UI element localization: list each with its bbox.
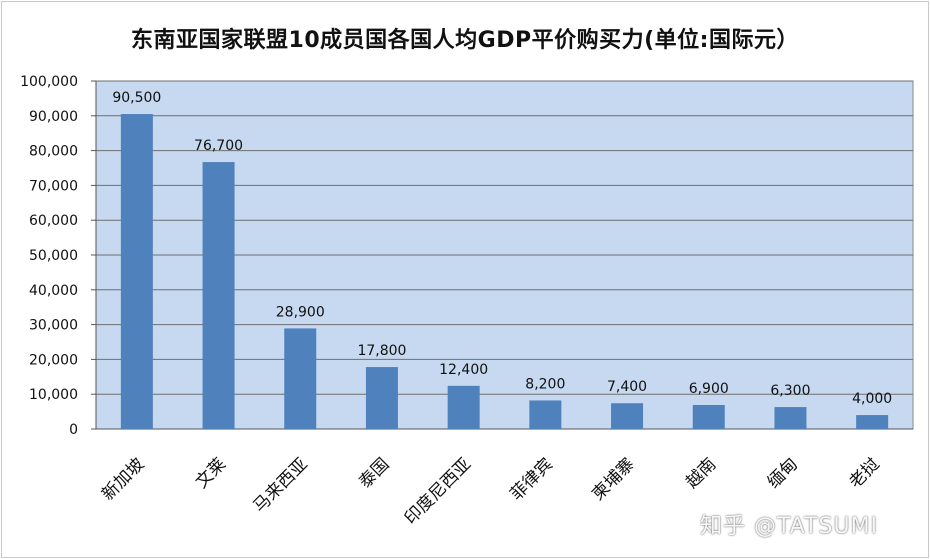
data-label: 8,200: [525, 376, 565, 392]
data-label: 76,700: [194, 138, 243, 154]
bar-2: [202, 162, 235, 430]
category-label: 泰国: [355, 454, 393, 492]
bar-8: [692, 404, 725, 429]
bar-10: [856, 415, 889, 429]
category-label: 马来西亚: [250, 454, 312, 516]
bar-3: [284, 328, 317, 429]
y-tick-label: 10,000: [29, 387, 78, 403]
bar-5: [447, 385, 480, 429]
category-label: 老挝: [846, 454, 884, 492]
watermark-text: 知乎 @TATSUMI: [700, 514, 879, 539]
bar-4: [365, 367, 398, 429]
y-tick-label: 100,000: [20, 74, 78, 90]
data-label: 6,300: [770, 383, 810, 399]
bar-1: [120, 114, 153, 429]
category-label: 菲律宾: [507, 454, 557, 504]
bar-6: [529, 400, 562, 429]
y-tick-label: 60,000: [29, 213, 78, 229]
category-label: 缅甸: [764, 454, 802, 492]
y-tick-label: 50,000: [29, 248, 78, 264]
bar-7: [611, 403, 644, 429]
category-label: 文莱: [192, 454, 230, 492]
data-label: 28,900: [276, 304, 325, 320]
data-label: 90,500: [112, 90, 161, 106]
data-label: 6,900: [689, 381, 729, 397]
bar-9: [774, 407, 807, 429]
y-tick-label: 80,000: [29, 144, 78, 160]
data-label: 12,400: [439, 362, 488, 378]
y-tick-label: 40,000: [29, 283, 78, 299]
data-label: 7,400: [607, 379, 647, 395]
category-label: 柬埔寨: [588, 454, 638, 504]
category-label: 新加坡: [98, 454, 148, 504]
y-tick-label: 20,000: [29, 352, 78, 368]
y-tick-label: 90,000: [29, 109, 78, 125]
chart-title: 东南亚国家联盟10成员国各国人均GDP平价购买力(单位:国际元）: [131, 28, 799, 53]
data-label: 4,000: [852, 391, 892, 407]
y-tick-label: 30,000: [29, 318, 78, 334]
category-label: 印度尼西亚: [401, 454, 475, 528]
data-label: 17,800: [357, 343, 406, 359]
y-tick-label: 70,000: [29, 178, 78, 194]
category-label: 越南: [682, 454, 720, 492]
y-tick-label: 0: [69, 422, 78, 438]
